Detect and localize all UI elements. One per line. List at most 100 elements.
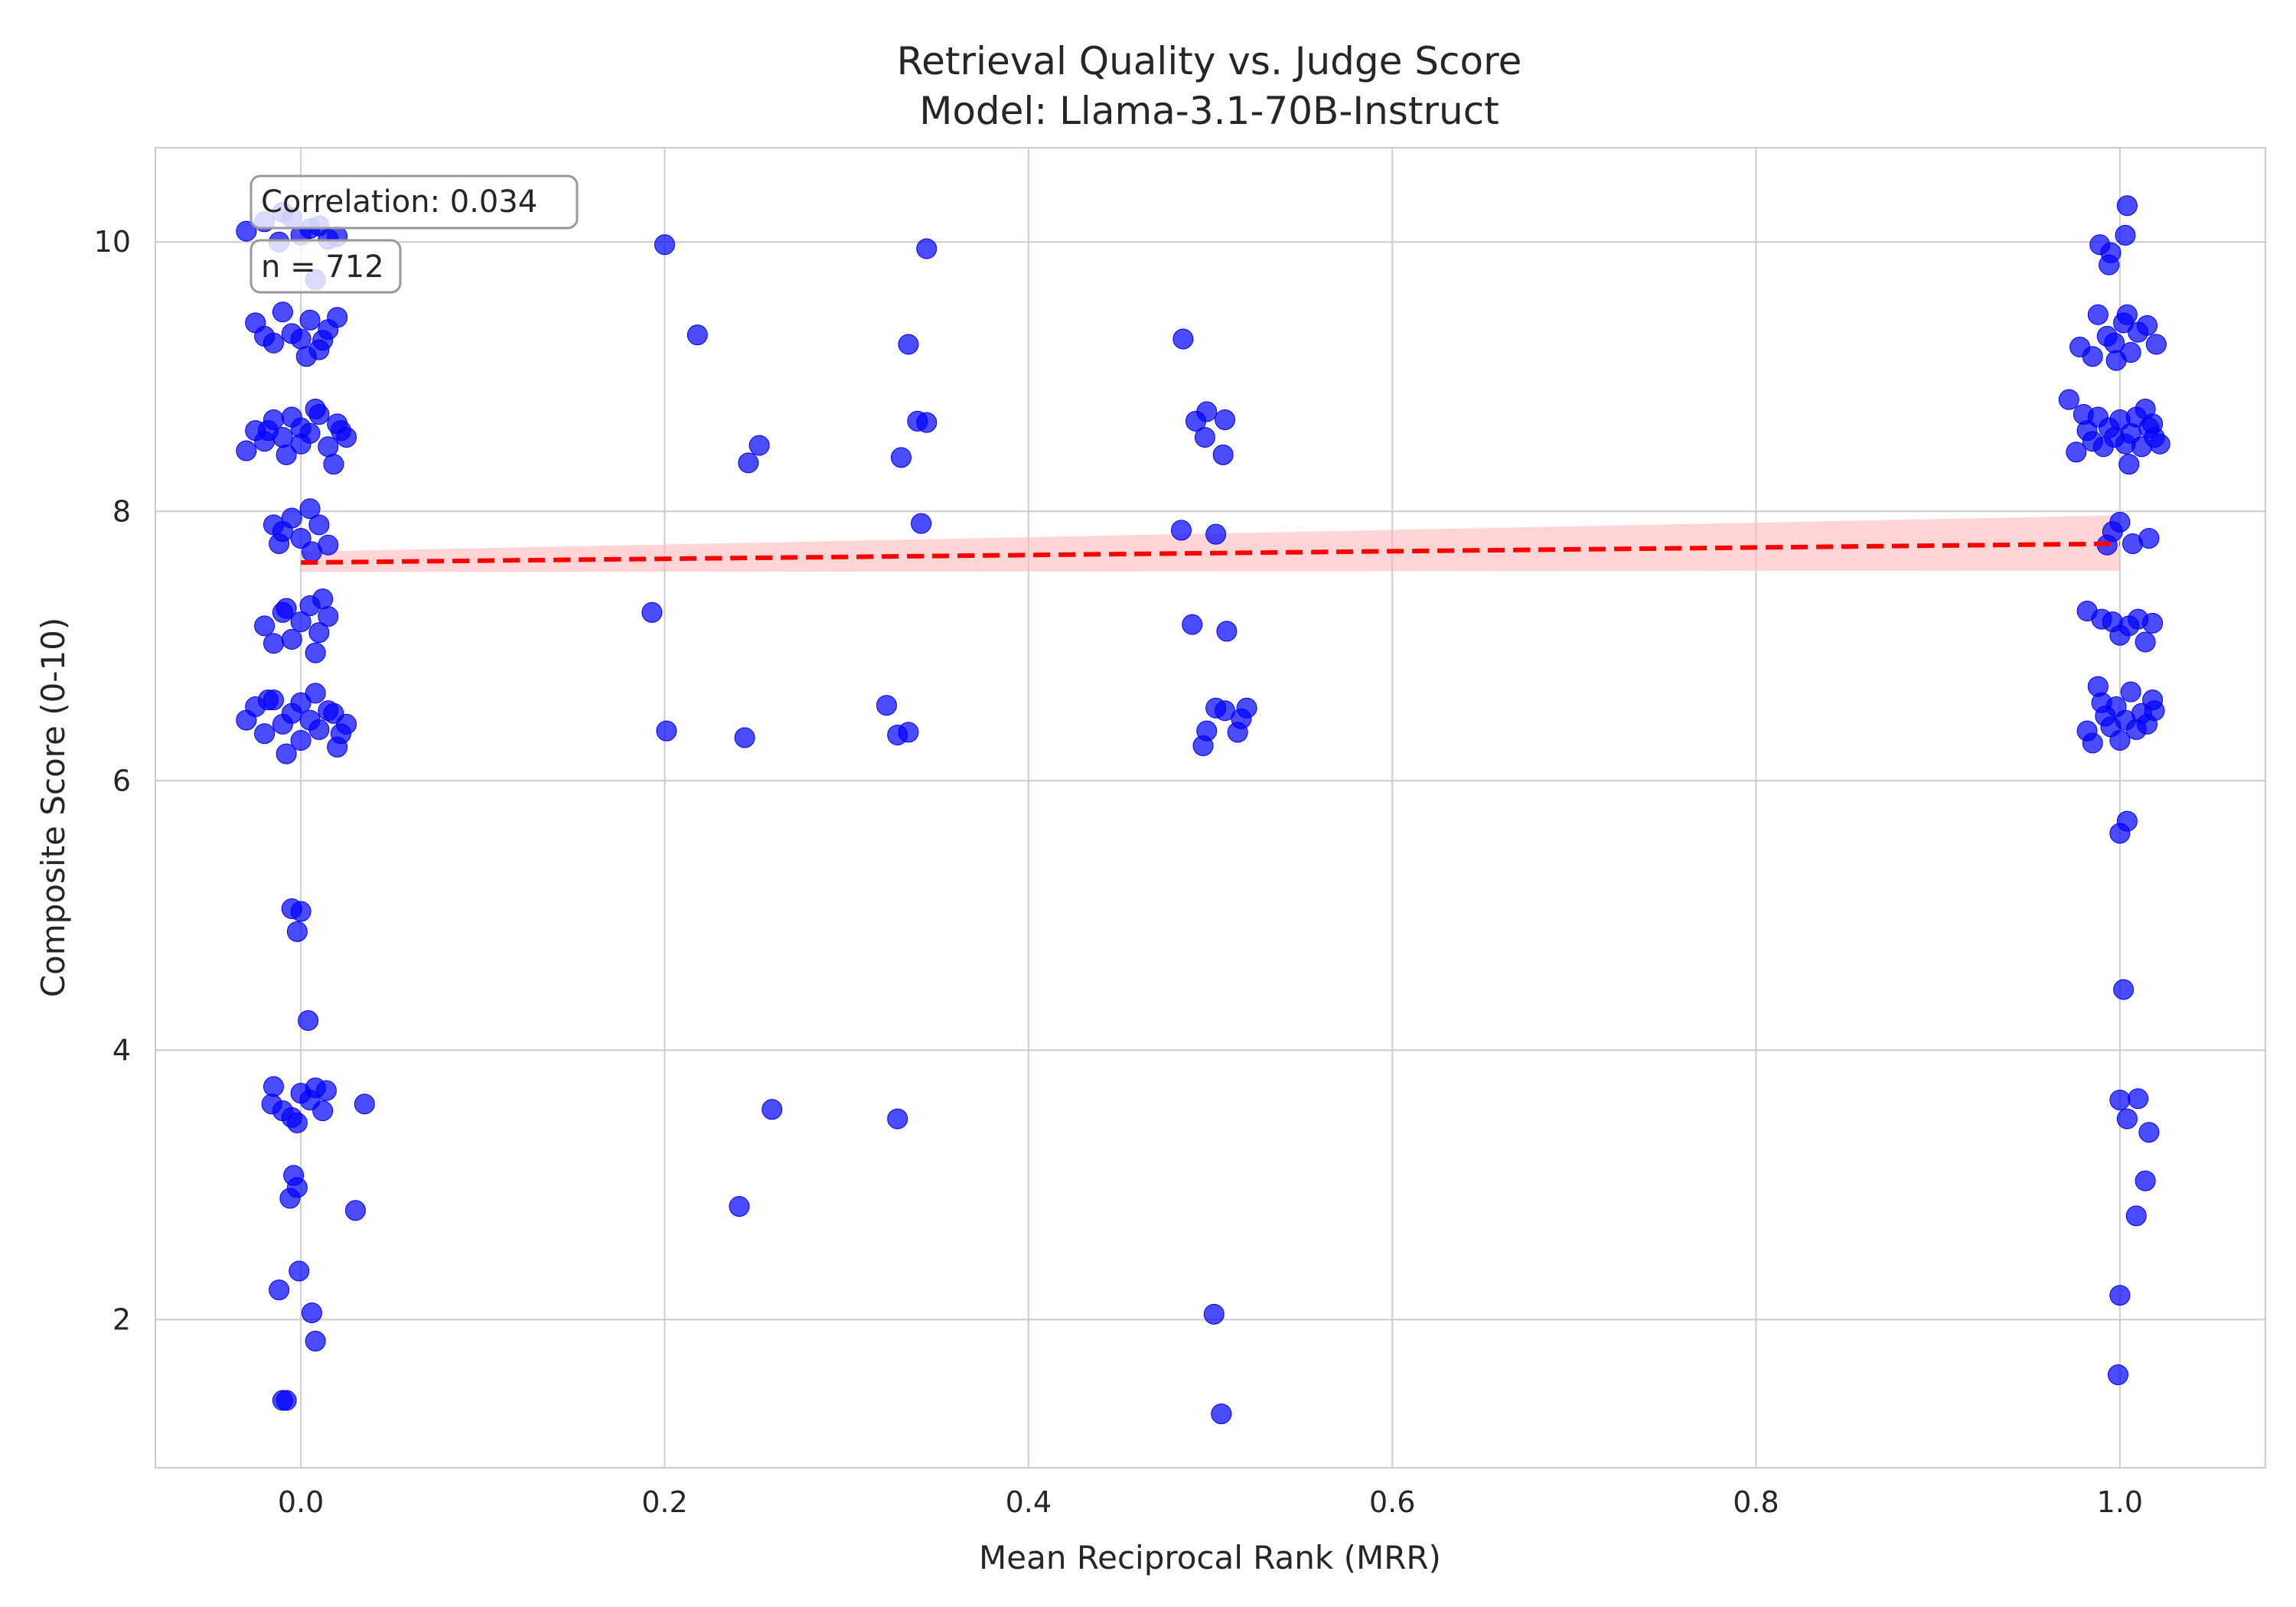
data-point [898, 722, 919, 743]
data-point [305, 1331, 326, 1352]
data-point [1216, 621, 1238, 642]
data-point [312, 588, 334, 610]
data-point [308, 514, 330, 536]
correlation-text: Correlation: 0.034 [261, 184, 537, 220]
count-box [249, 239, 402, 294]
data-point [305, 398, 326, 419]
data-point [312, 330, 334, 351]
data-point [254, 723, 276, 745]
chart-title: Retrieval Quality vs. Judge Score [897, 39, 1522, 83]
data-point [687, 324, 708, 346]
y-tick-label: 2 [113, 1302, 131, 1336]
x-tick-label: 0.0 [278, 1485, 324, 1519]
data-point [2082, 732, 2103, 754]
data-point [2118, 454, 2140, 475]
data-point [1172, 328, 1194, 350]
trend-line [301, 541, 2120, 566]
y-tick-label: 4 [113, 1033, 131, 1067]
data-point [2113, 979, 2135, 1000]
data-point [298, 1010, 319, 1032]
data-point [272, 302, 293, 323]
data-point [916, 412, 938, 433]
data-point [312, 1100, 334, 1122]
data-point [2116, 195, 2138, 217]
data-point [290, 527, 311, 549]
data-point [301, 541, 322, 562]
data-point [748, 435, 770, 456]
data-point [1227, 722, 1248, 743]
data-point [2082, 346, 2103, 367]
data-point [318, 606, 339, 627]
data-point [286, 1177, 308, 1198]
data-point [269, 533, 290, 554]
data-point [2135, 1170, 2156, 1191]
data-point [344, 1200, 366, 1221]
data-point [254, 615, 276, 637]
data-point [1192, 735, 1214, 757]
plot-area [155, 147, 2266, 1468]
data-point [263, 1076, 284, 1097]
trend-line-group [301, 541, 2120, 566]
data-point [898, 334, 919, 355]
count-text: n = 712 [261, 249, 384, 285]
data-point [2142, 413, 2164, 435]
data-point [2105, 350, 2127, 371]
data-point [2066, 442, 2087, 463]
data-point [2137, 315, 2158, 336]
data-point [281, 628, 302, 650]
chart-subtitle: Model: Llama-3.1-70B-Instruct [919, 89, 1499, 133]
data-point [2142, 612, 2164, 634]
data-point [2099, 254, 2120, 275]
data-point [263, 633, 284, 654]
data-point [1194, 426, 1215, 448]
data-point [2138, 1122, 2160, 1143]
data-point [2116, 304, 2138, 325]
x-tick-label: 0.4 [1006, 1485, 1052, 1519]
plot-frame [155, 147, 2266, 1468]
x-tick-label: 0.6 [1369, 1485, 1415, 1519]
data-point [2145, 334, 2167, 355]
data-point [318, 436, 339, 458]
data-point [236, 440, 257, 461]
data-point [762, 1099, 783, 1120]
data-point [729, 1196, 750, 1217]
data-point [276, 743, 297, 764]
data-point [330, 723, 351, 745]
data-point [1170, 520, 1192, 541]
data-point [1182, 614, 1203, 635]
data-point [738, 452, 759, 474]
data-point [1212, 444, 1234, 465]
data-point [301, 1302, 322, 1324]
data-point [887, 1108, 908, 1129]
x-axis-ticks: 0.0 0.2 0.4 0.6 0.8 1.0 [278, 1485, 2143, 1519]
data-point [911, 513, 932, 534]
x-tick-label: 0.2 [641, 1485, 687, 1519]
data-point [2128, 1088, 2149, 1110]
data-point [1203, 1303, 1225, 1325]
data-point [2107, 1364, 2128, 1386]
data-point [2120, 681, 2141, 702]
data-point [2058, 389, 2079, 410]
data-point [2149, 433, 2170, 455]
data-point [276, 444, 297, 465]
data-point [299, 309, 321, 331]
data-point [257, 689, 279, 711]
data-point [290, 328, 311, 350]
data-point [236, 220, 257, 242]
data-point [1196, 401, 1218, 422]
y-tick-label: 8 [113, 494, 131, 528]
x-axis-label: Mean Reciprocal Rank (MRR) [979, 1539, 1441, 1576]
x-tick-label: 1.0 [2097, 1485, 2143, 1519]
data-point [308, 622, 330, 644]
data-point [2144, 700, 2165, 722]
data-point [289, 1260, 310, 1282]
data-point [2109, 1089, 2131, 1110]
data-point [2116, 1108, 2138, 1129]
y-tick-label: 10 [94, 225, 131, 259]
data-point [290, 729, 311, 751]
data-point [2115, 224, 2136, 246]
x-tick-label: 0.8 [1733, 1485, 1779, 1519]
data-point [323, 702, 344, 724]
data-point [305, 642, 326, 663]
data-point [315, 1080, 337, 1101]
